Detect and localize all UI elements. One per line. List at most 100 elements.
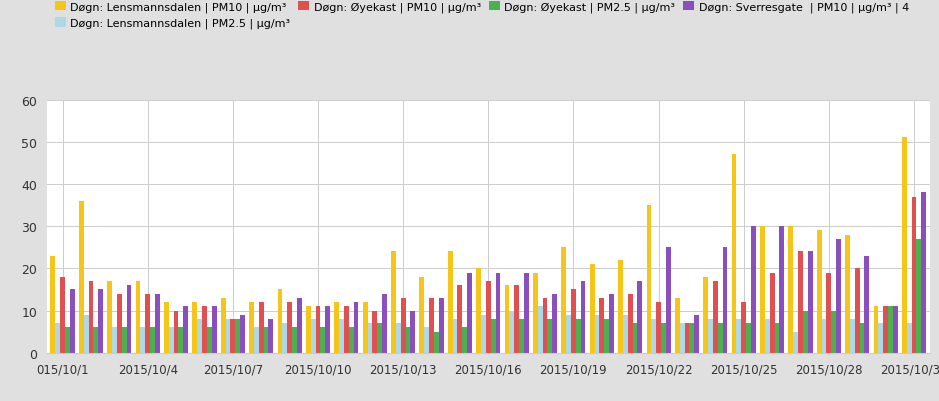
Bar xyxy=(685,323,689,353)
Bar xyxy=(348,328,354,353)
Bar xyxy=(547,319,552,353)
Bar xyxy=(292,328,297,353)
Bar xyxy=(485,282,491,353)
Bar xyxy=(225,319,230,353)
Bar xyxy=(515,286,519,353)
Bar xyxy=(604,319,609,353)
Bar xyxy=(661,323,666,353)
Bar xyxy=(552,294,557,353)
Bar xyxy=(576,319,580,353)
Bar xyxy=(178,328,183,353)
Bar xyxy=(240,315,245,353)
Bar xyxy=(723,247,728,353)
Bar xyxy=(99,290,103,353)
Bar xyxy=(334,302,339,353)
Bar xyxy=(580,282,586,353)
Bar xyxy=(259,302,264,353)
Bar xyxy=(457,286,462,353)
Bar xyxy=(496,273,500,353)
Bar xyxy=(254,328,259,353)
Bar xyxy=(599,298,604,353)
Bar xyxy=(230,319,236,353)
Bar xyxy=(675,298,680,353)
Bar xyxy=(533,273,538,353)
Bar xyxy=(264,328,269,353)
Bar xyxy=(713,282,717,353)
Bar xyxy=(859,323,865,353)
Bar xyxy=(476,269,481,353)
Bar xyxy=(845,235,850,353)
Bar xyxy=(401,298,406,353)
Bar xyxy=(278,290,283,353)
Bar xyxy=(453,319,457,353)
Bar xyxy=(798,252,803,353)
Bar xyxy=(779,227,784,353)
Bar xyxy=(287,302,292,353)
Bar xyxy=(826,273,831,353)
Bar xyxy=(491,319,496,353)
Bar xyxy=(907,323,912,353)
Bar xyxy=(84,315,88,353)
Bar xyxy=(893,306,898,353)
Bar xyxy=(311,319,316,353)
Bar xyxy=(429,298,434,353)
Bar xyxy=(197,319,202,353)
Bar xyxy=(382,294,387,353)
Bar xyxy=(146,294,150,353)
Bar xyxy=(481,315,485,353)
Bar xyxy=(150,328,155,353)
Bar xyxy=(789,227,793,353)
Bar xyxy=(164,302,169,353)
Bar xyxy=(888,306,893,353)
Bar xyxy=(562,247,566,353)
Bar xyxy=(680,323,685,353)
Bar xyxy=(107,282,112,353)
Bar xyxy=(391,252,396,353)
Bar xyxy=(424,328,429,353)
Bar xyxy=(377,323,382,353)
Bar xyxy=(633,323,638,353)
Bar xyxy=(747,323,751,353)
Bar xyxy=(736,319,741,353)
Bar xyxy=(760,227,765,353)
Bar xyxy=(221,298,225,353)
Bar xyxy=(192,302,197,353)
Bar xyxy=(344,306,348,353)
Bar xyxy=(155,294,160,353)
Bar xyxy=(902,138,907,353)
Bar xyxy=(249,302,254,353)
Bar xyxy=(566,315,571,353)
Bar xyxy=(524,273,529,353)
Bar xyxy=(55,323,60,353)
Bar xyxy=(183,306,188,353)
Bar xyxy=(854,269,859,353)
Bar xyxy=(93,328,99,353)
Bar xyxy=(51,256,55,353)
Bar xyxy=(775,323,779,353)
Bar xyxy=(831,311,836,353)
Bar xyxy=(590,265,594,353)
Bar xyxy=(793,332,798,353)
Bar xyxy=(916,239,921,353)
Bar xyxy=(112,328,117,353)
Bar xyxy=(316,306,320,353)
Bar xyxy=(69,290,74,353)
Bar xyxy=(817,231,822,353)
Bar xyxy=(638,282,642,353)
Bar xyxy=(396,323,401,353)
Bar xyxy=(373,311,377,353)
Bar xyxy=(325,306,330,353)
Bar xyxy=(269,319,273,353)
Bar xyxy=(731,155,736,353)
Bar xyxy=(207,328,211,353)
Bar xyxy=(362,302,367,353)
Bar xyxy=(462,328,467,353)
Bar xyxy=(504,286,510,353)
Bar xyxy=(448,252,453,353)
Bar xyxy=(538,306,543,353)
Bar xyxy=(320,328,325,353)
Bar xyxy=(822,319,826,353)
Bar xyxy=(420,277,424,353)
Bar xyxy=(803,311,808,353)
Bar xyxy=(122,328,127,353)
